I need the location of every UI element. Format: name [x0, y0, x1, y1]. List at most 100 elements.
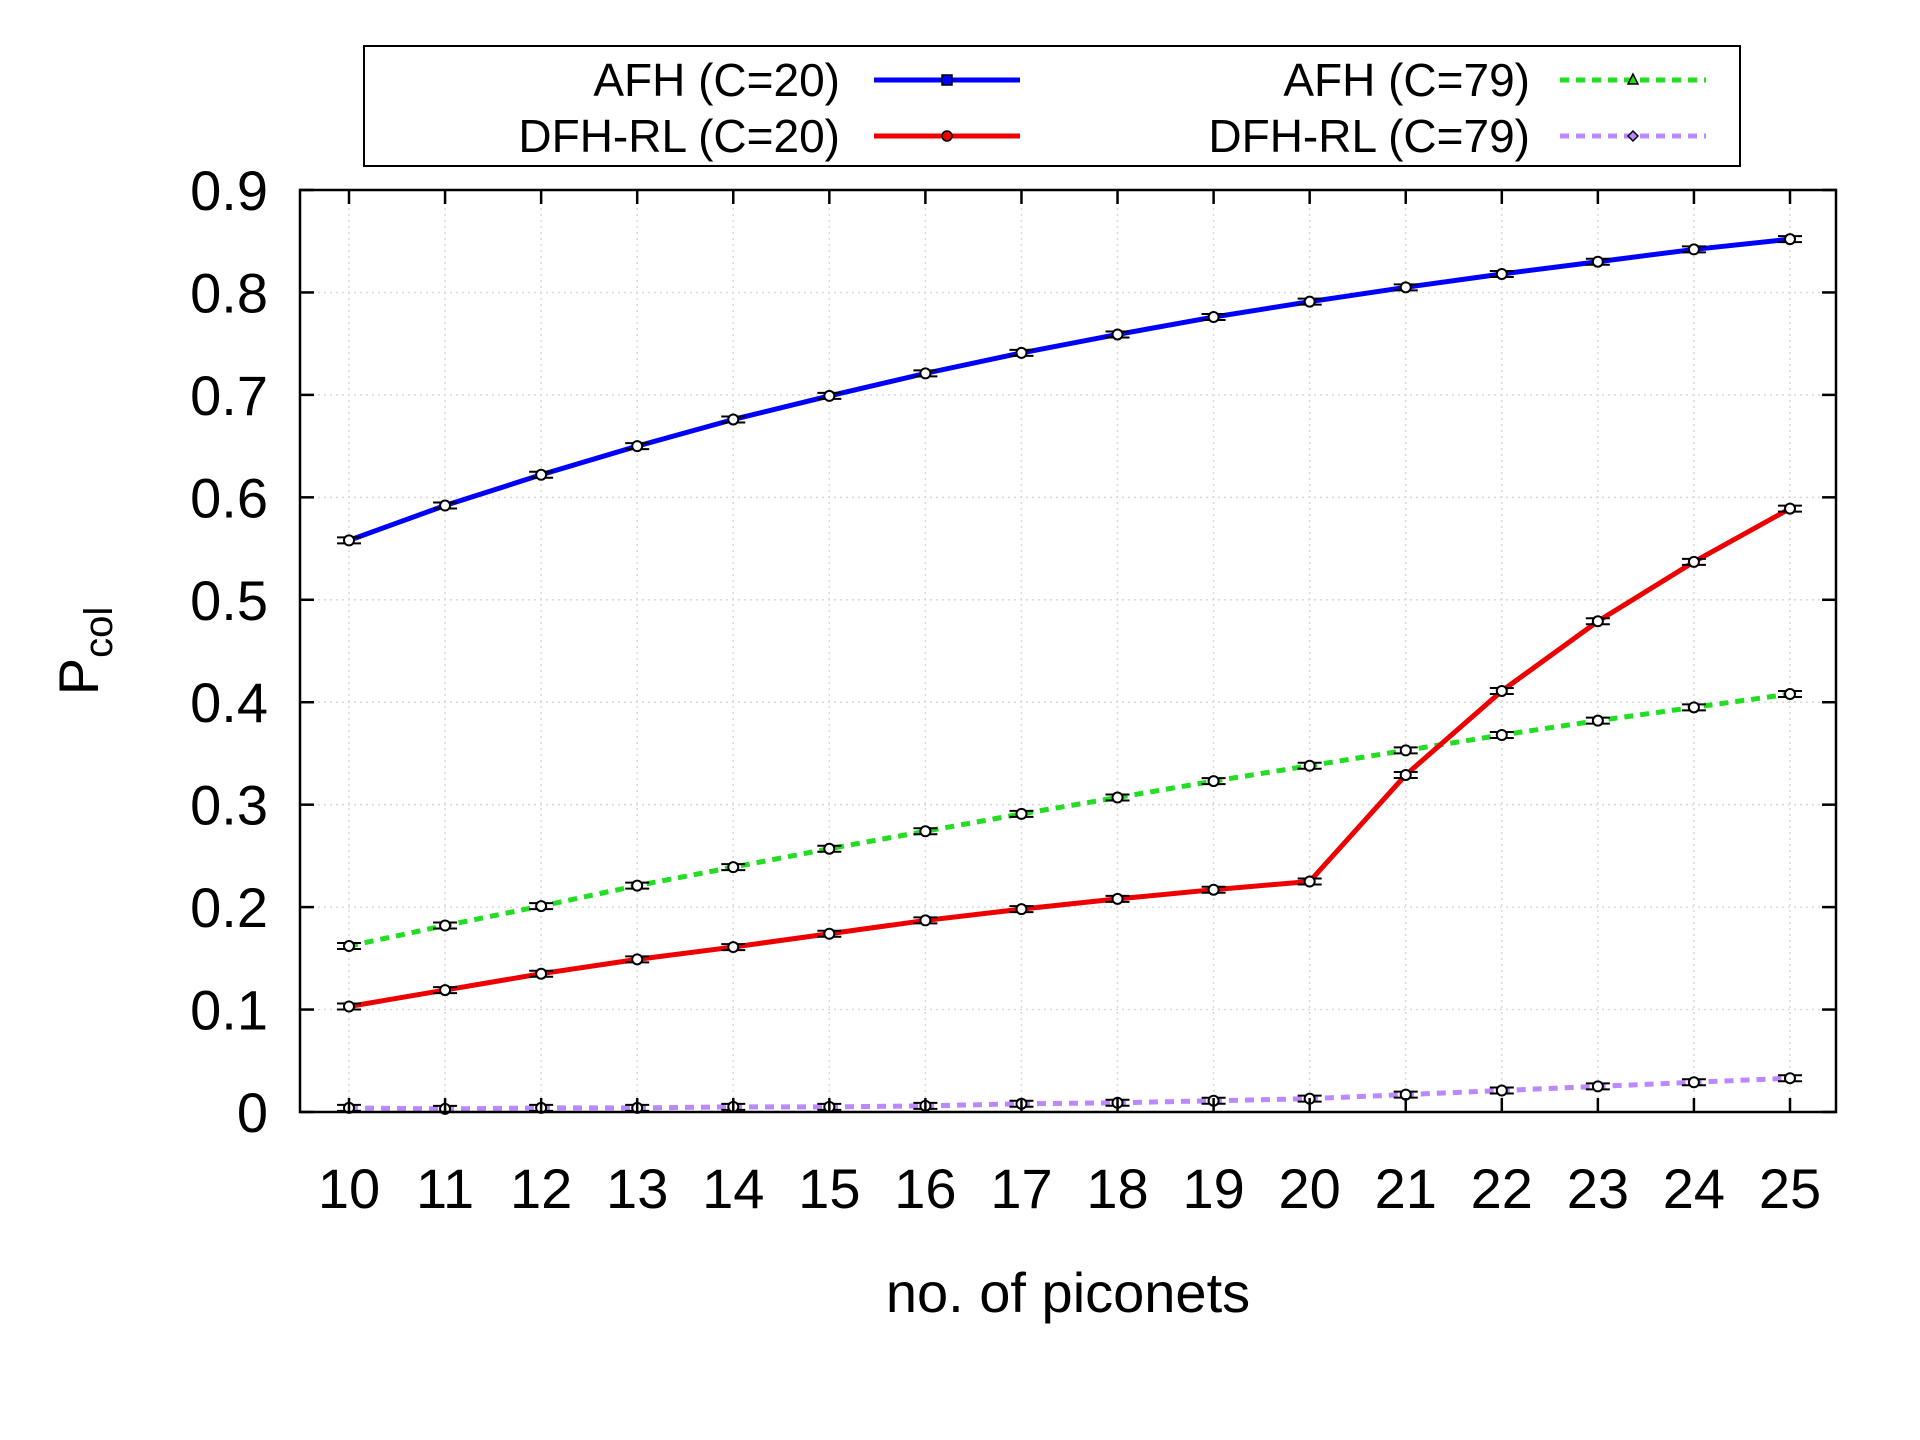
- data-point: [919, 825, 932, 838]
- series-0: [337, 233, 1802, 547]
- y-tick-label: 0.7: [190, 364, 268, 427]
- data-point: [1207, 775, 1220, 788]
- plot-frame: [298, 188, 1838, 1114]
- data-point: [1784, 1072, 1796, 1085]
- data-point: [439, 919, 452, 932]
- data-point: [535, 468, 548, 481]
- data-point: [631, 879, 644, 892]
- data-point: [343, 1000, 355, 1013]
- data-point: [1111, 892, 1124, 905]
- x-tick-label: 10: [318, 1157, 380, 1220]
- data-point: [1784, 233, 1796, 246]
- series-line: [348, 506, 1792, 1009]
- data-point: [727, 861, 740, 874]
- data-point: [823, 927, 836, 940]
- legend-label: DFH-RL (C=79): [1208, 110, 1530, 162]
- data-point: [1495, 684, 1508, 697]
- tick-labels: 0 0.1 0.2 0.3 0.4 0.5 0.6 0.7 0.8 0.9 10 11 12 13 14 15…: [190, 159, 1821, 1220]
- data-point: [823, 389, 836, 402]
- x-tick-label: 16: [894, 1157, 956, 1220]
- series-line: [348, 236, 1791, 543]
- y-tick-label: 0.4: [190, 671, 268, 734]
- x-tick-label: 12: [510, 1157, 572, 1220]
- series-lines: [337, 233, 1802, 1115]
- x-tick-label: 24: [1663, 1157, 1725, 1220]
- data-point: [727, 941, 740, 954]
- x-tick-label: 14: [702, 1157, 764, 1220]
- data-point: [1591, 1080, 1604, 1093]
- data-point: [1303, 295, 1316, 308]
- svg-text:Pcol: Pcol: [47, 607, 121, 696]
- data-point: [439, 984, 452, 997]
- data-point: [1784, 502, 1796, 515]
- legend: AFH (C=20) AFH (C=79) DFH-RL (C=20) DFH-RL …: [363, 45, 1741, 167]
- data-point: [1015, 807, 1028, 820]
- data-point: [1207, 883, 1220, 896]
- data-point: [1015, 346, 1028, 359]
- x-tick-label: 11: [416, 1157, 474, 1220]
- data-point: [1687, 555, 1700, 568]
- x-tick-label: 15: [798, 1157, 860, 1220]
- data-point: [535, 967, 548, 980]
- data-point: [1399, 768, 1412, 781]
- series-1: [337, 688, 1802, 953]
- y-axis-title: Pcol: [47, 607, 121, 696]
- x-tick-label: 21: [1375, 1157, 1437, 1220]
- axis-ticks: [300, 188, 1836, 1114]
- y-tick-label: 0.3: [190, 774, 268, 837]
- series-line: [348, 1075, 1791, 1112]
- legend-marker: [1626, 129, 1640, 143]
- data-point: [1015, 903, 1028, 916]
- series-2: [337, 502, 1802, 1013]
- legend-label: AFH (C=79): [1283, 54, 1530, 106]
- data-point: [1495, 268, 1508, 281]
- data-point: [1111, 791, 1124, 804]
- data-point: [631, 440, 644, 453]
- legend-marker: [941, 74, 953, 86]
- data-point: [1591, 714, 1604, 727]
- data-point: [439, 499, 452, 512]
- x-tick-label: 22: [1471, 1157, 1533, 1220]
- data-point: [823, 842, 836, 855]
- data-point: [1687, 701, 1700, 714]
- y-tick-label: 0: [237, 1081, 268, 1144]
- data-point: [535, 900, 548, 913]
- data-point: [1591, 255, 1604, 268]
- data-point: [1303, 759, 1316, 772]
- x-tick-label: 13: [606, 1157, 668, 1220]
- y-tick-label: 0.6: [190, 466, 268, 529]
- y-tick-label: 0.1: [190, 979, 268, 1042]
- data-point: [1495, 729, 1508, 742]
- legend-box: [363, 45, 1741, 167]
- y-tick-label: 0.8: [190, 261, 268, 324]
- y-tick-label: 0.5: [190, 569, 268, 632]
- legend-label: AFH (C=20): [593, 54, 840, 106]
- x-tick-label: 18: [1086, 1157, 1148, 1220]
- x-tick-label: 23: [1567, 1157, 1629, 1220]
- data-point: [1687, 1076, 1700, 1089]
- y-tick-label: 0.2: [190, 876, 268, 939]
- data-point: [1495, 1084, 1508, 1097]
- data-point: [1687, 243, 1700, 256]
- x-tick-label: 20: [1279, 1157, 1341, 1220]
- x-tick-label: 19: [1182, 1157, 1244, 1220]
- data-point: [919, 367, 932, 380]
- data-point: [1303, 875, 1316, 888]
- legend-label: DFH-RL (C=20): [518, 110, 840, 162]
- series-line: [348, 691, 1791, 949]
- data-point: [1207, 311, 1220, 324]
- x-axis-title: no. of piconets: [886, 1261, 1250, 1324]
- data-point: [631, 953, 644, 966]
- data-point: [919, 914, 932, 927]
- data-point: [1784, 688, 1796, 701]
- data-point: [1399, 744, 1412, 757]
- series-3: [337, 1072, 1802, 1115]
- grid: [300, 190, 1836, 1112]
- legend-marker: [941, 130, 953, 142]
- data-point: [727, 413, 740, 426]
- data-point: [343, 534, 355, 547]
- data-point: [1399, 281, 1412, 294]
- data-point: [1591, 615, 1604, 628]
- data-point: [343, 940, 355, 953]
